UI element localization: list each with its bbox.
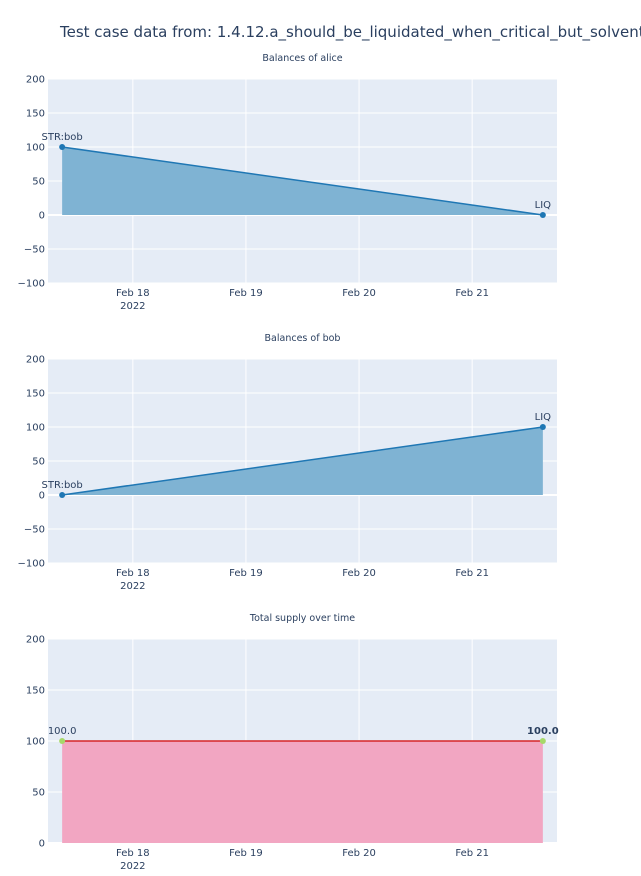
data-label: STR:bob xyxy=(41,132,82,143)
y-tick-label: 150 xyxy=(26,686,45,697)
y-tick-label: 200 xyxy=(26,355,45,366)
y-tick-label: 200 xyxy=(26,635,45,646)
x-tick-label: Feb 19 xyxy=(229,848,263,859)
y-tick-label: 100 xyxy=(26,143,45,154)
x-tick-label: Feb 20 xyxy=(342,288,376,299)
y-tick-label: 50 xyxy=(32,177,45,188)
data-point xyxy=(539,212,546,218)
x-tick-label: Feb 21 xyxy=(455,848,489,859)
x-tick-label: Feb 20 xyxy=(342,848,376,859)
data-label: 100.0 xyxy=(48,726,77,737)
x-tick-label: Feb 19 xyxy=(229,288,263,299)
data-point xyxy=(539,424,546,430)
x-tick-label: Feb 21 xyxy=(455,288,489,299)
series-area xyxy=(62,741,543,843)
x-tick-label: Feb 19 xyxy=(229,568,263,579)
x-tick-label: Feb 18 xyxy=(116,848,150,859)
x-year-label: 2022 xyxy=(120,861,145,872)
y-tick-label: −50 xyxy=(24,245,45,256)
series-line xyxy=(62,426,543,496)
x-tick-label: Feb 18 xyxy=(116,288,150,299)
y-tick-label: 0 xyxy=(39,839,45,850)
data-label: LIQ xyxy=(535,200,552,211)
figure-title: Test case data from: 1.4.12.a_should_be_… xyxy=(59,23,641,42)
data-label: LIQ xyxy=(535,412,552,423)
y-tick-label: 0 xyxy=(39,211,45,222)
x-year-label: 2022 xyxy=(120,301,145,312)
y-tick-label: 150 xyxy=(26,389,45,400)
y-tick-label: 0 xyxy=(39,491,45,502)
chart-title: Balances of alice xyxy=(262,53,342,64)
data-point xyxy=(539,738,546,744)
data-label: STR:bob xyxy=(41,480,82,491)
chart-3: Total supply over time 200 150 100 50 0 Feb 18… xyxy=(26,613,559,872)
data-label: 100.0 xyxy=(527,726,559,737)
y-tick-label: 150 xyxy=(26,109,45,120)
y-tick-label: 100 xyxy=(26,737,45,748)
x-year-label: 2022 xyxy=(120,581,145,592)
x-tick-label: Feb 20 xyxy=(342,568,376,579)
series-line xyxy=(62,146,543,216)
y-tick-label: −100 xyxy=(18,279,45,290)
y-tick-label: 50 xyxy=(32,788,45,799)
chart-title: Balances of bob xyxy=(265,333,341,344)
data-point xyxy=(59,738,66,744)
chart-2: Balances of bob 200 150 100 50 0 −50 −100 Feb 18… xyxy=(18,333,557,592)
y-tick-label: −50 xyxy=(24,525,45,536)
y-tick-label: −100 xyxy=(18,559,45,570)
x-tick-label: Feb 21 xyxy=(455,568,489,579)
y-tick-label: 200 xyxy=(26,75,45,86)
y-tick-label: 50 xyxy=(32,457,45,468)
chart-title: Total supply over time xyxy=(249,613,355,624)
x-tick-label: Feb 18 xyxy=(116,568,150,579)
y-tick-label: 100 xyxy=(26,423,45,434)
data-point xyxy=(59,492,66,498)
chart-1: Balances of alice 200 150 100 50 0 −50 −100 Feb … xyxy=(18,53,557,312)
data-point xyxy=(59,144,66,150)
